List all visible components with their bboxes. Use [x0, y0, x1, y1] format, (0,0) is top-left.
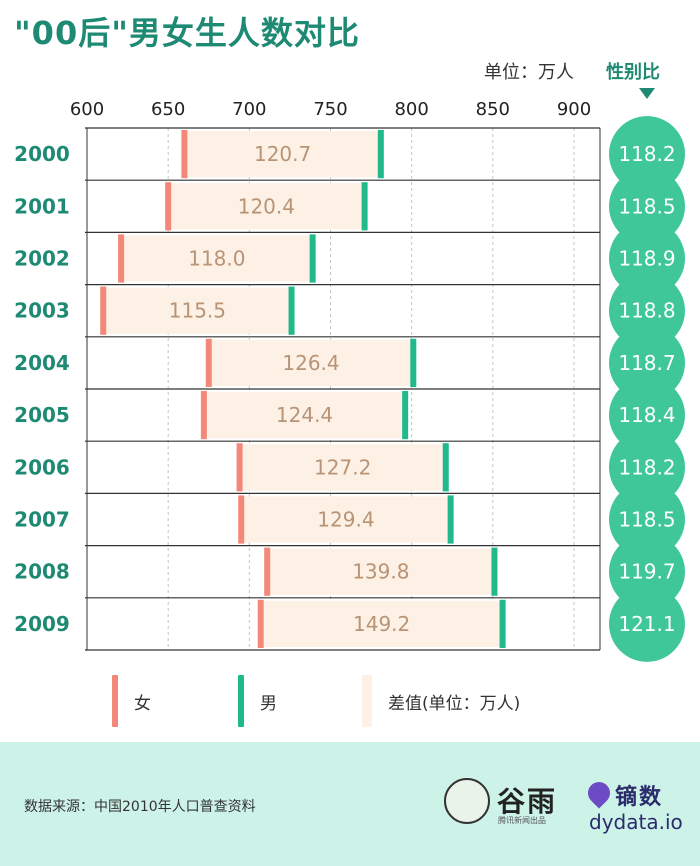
- down-arrow-icon: [639, 88, 655, 99]
- diff-label: 127.2: [314, 455, 371, 479]
- male-marker: [402, 391, 409, 440]
- legend-female-label: 女: [134, 693, 151, 714]
- male-marker: [377, 130, 384, 179]
- sex-ratio-circle: [609, 377, 685, 454]
- diff-label: 115.5: [169, 299, 226, 323]
- diff-bar: [103, 287, 292, 334]
- diff-label: 129.4: [317, 508, 374, 532]
- female-marker: [100, 286, 107, 335]
- data-source: 数据来源：中国2010年人口普查资料: [24, 799, 256, 815]
- year-label: 2008: [14, 560, 70, 584]
- year-label: 2003: [14, 299, 70, 323]
- diff-bar: [267, 548, 495, 595]
- year-label: 2005: [14, 403, 70, 427]
- x-tick-label: 900: [557, 99, 591, 120]
- guyu-logo-text: 谷雨: [497, 785, 558, 818]
- diff-label: 124.4: [276, 403, 333, 427]
- sex-ratio-circle: [609, 585, 685, 662]
- sex-ratio-circle: [609, 116, 685, 193]
- legend-female: 女: [112, 674, 151, 728]
- unit-label: 单位：万人: [484, 62, 574, 83]
- legend-male-label: 男: [260, 693, 277, 714]
- diff-label: 149.2: [353, 612, 410, 636]
- diff-label: 126.4: [282, 351, 339, 375]
- diff-bar: [239, 444, 446, 491]
- sex-ratio-value: 119.7: [618, 560, 675, 584]
- female-marker: [236, 443, 243, 492]
- year-label: 2001: [14, 194, 70, 218]
- male-marker: [499, 599, 506, 648]
- dydata-logo-text: 镝数: [615, 785, 664, 810]
- diff-bar: [168, 183, 365, 230]
- diff-bar: [208, 339, 414, 386]
- sex-ratio-value: 118.9: [618, 247, 675, 271]
- sex-ratio-value: 118.5: [618, 194, 675, 218]
- x-tick-label: 800: [394, 99, 428, 120]
- sex-ratio-value: 118.2: [618, 455, 675, 479]
- sex-ratio-value: 118.8: [618, 299, 675, 323]
- sex-ratio-circle: [609, 533, 685, 610]
- year-label: 2009: [14, 612, 70, 636]
- year-label: 2002: [14, 247, 70, 271]
- diff-bar: [260, 600, 503, 647]
- x-tick-label: 750: [313, 99, 347, 120]
- legend-diff: 差值(单位：万人): [362, 674, 520, 728]
- x-tick-label: 650: [151, 99, 185, 120]
- sex-ratio-value: 118.5: [618, 508, 675, 532]
- sex-ratio-value: 118.4: [618, 403, 675, 427]
- legend-female-swatch: [112, 675, 118, 727]
- female-marker: [165, 182, 172, 231]
- female-marker: [118, 234, 125, 283]
- female-marker: [200, 391, 207, 440]
- year-label: 2000: [14, 142, 70, 166]
- male-marker: [410, 338, 417, 387]
- sex-ratio-circle: [609, 324, 685, 401]
- sex-ratio-circle: [609, 168, 685, 245]
- dydata-url: dydata.io: [589, 810, 683, 834]
- x-tick-label: 600: [70, 99, 104, 120]
- diff-label: 118.0: [188, 247, 245, 271]
- x-tick-label: 700: [232, 99, 266, 120]
- sex-ratio-circle: [609, 481, 685, 558]
- footer: [0, 742, 700, 866]
- legend-male: 男: [238, 674, 277, 728]
- legend-diff-label: 差值(单位：万人): [388, 693, 521, 714]
- male-marker: [442, 443, 449, 492]
- year-label: 2006: [14, 455, 70, 479]
- diff-bar: [203, 392, 406, 439]
- x-tick-label: 850: [476, 99, 510, 120]
- diff-bar: [184, 131, 381, 178]
- female-marker: [181, 130, 188, 179]
- legend-male-swatch: [238, 675, 244, 727]
- diff-bar: [121, 235, 313, 282]
- male-marker: [447, 495, 454, 544]
- male-marker: [309, 234, 316, 283]
- sex-ratio-circle: [609, 272, 685, 349]
- sex-ratio-circle: [609, 429, 685, 506]
- female-marker: [257, 599, 264, 648]
- sex-ratio-header: 性别比: [606, 62, 660, 83]
- guyu-logo-icon: [444, 778, 490, 824]
- male-marker: [361, 182, 368, 231]
- diff-label: 139.8: [352, 560, 409, 584]
- male-marker: [288, 286, 295, 335]
- year-label: 2007: [14, 508, 70, 532]
- sex-ratio-value: 118.7: [618, 351, 675, 375]
- female-marker: [238, 495, 245, 544]
- diff-bar: [241, 496, 451, 543]
- sex-ratio-value: 121.1: [618, 612, 675, 636]
- male-marker: [491, 547, 498, 596]
- diff-label: 120.4: [238, 194, 295, 218]
- guyu-logo-subtitle: 腾讯新闻出品: [498, 816, 546, 825]
- sex-ratio-circle: [609, 220, 685, 297]
- diff-label: 120.7: [254, 142, 311, 166]
- female-marker: [205, 338, 212, 387]
- year-label: 2004: [14, 351, 70, 375]
- chart-title: "00后"男女生人数对比: [14, 14, 360, 52]
- female-marker: [264, 547, 271, 596]
- legend-diff-swatch: [362, 675, 372, 727]
- sex-ratio-value: 118.2: [618, 142, 675, 166]
